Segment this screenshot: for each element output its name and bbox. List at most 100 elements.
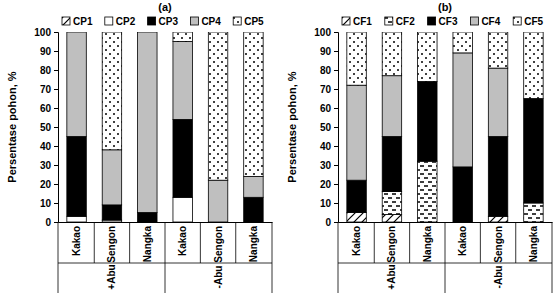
tick: Nangka xyxy=(422,222,433,262)
tick: 70 xyxy=(320,84,338,95)
legend-swatch xyxy=(62,17,70,25)
tick: 80 xyxy=(40,65,58,76)
tick-label: 0 xyxy=(45,217,51,228)
panel: (b)CF1CF2CF3CF4CF50102030405060708090100… xyxy=(286,1,553,293)
tick-label: 100 xyxy=(314,27,331,38)
bar-segment xyxy=(524,203,543,222)
tick-label: Nangka xyxy=(248,226,259,263)
tick-label: Nangka xyxy=(142,226,153,263)
tick: 100 xyxy=(34,27,58,38)
x-axis: KakaoSengonNangkaKakaoSengonNangka xyxy=(59,222,273,263)
tick-label: Sengon xyxy=(106,226,117,263)
axis-line xyxy=(54,33,59,223)
tick-label: 40 xyxy=(320,141,332,152)
tick: 100 xyxy=(314,27,338,38)
y-axis: 0102030405060708090100 xyxy=(314,27,338,228)
tick-label: Sengon xyxy=(493,226,504,263)
tick-label: 60 xyxy=(320,103,332,114)
tick: 30 xyxy=(40,160,58,171)
bar-segment xyxy=(347,32,366,85)
bar-segment xyxy=(453,53,472,167)
bar-segment xyxy=(488,216,507,222)
bar-segment xyxy=(488,137,507,217)
separator xyxy=(272,222,273,293)
tick: 30 xyxy=(320,160,338,171)
bar-segment xyxy=(102,32,121,150)
bar-segment xyxy=(244,197,263,222)
separator xyxy=(445,222,446,293)
tick-label: Sengon xyxy=(386,226,397,263)
y-axis-label: Persentase pohon, % xyxy=(286,71,298,182)
tick-mark xyxy=(54,51,58,52)
separator xyxy=(374,222,375,263)
tick: Nangka xyxy=(142,222,153,262)
tick-label: 10 xyxy=(40,198,52,209)
bar-segment xyxy=(382,214,401,222)
separator xyxy=(235,222,236,263)
tick-mark xyxy=(54,70,58,71)
tick: Nangka xyxy=(528,222,539,262)
axis-line xyxy=(334,33,339,223)
bar-segment xyxy=(102,205,121,220)
tick-mark xyxy=(334,108,338,109)
legend-label: CF4 xyxy=(481,16,500,27)
separator xyxy=(480,222,481,263)
separator xyxy=(338,263,552,264)
separator xyxy=(58,263,272,264)
tick-mark xyxy=(54,108,58,109)
group-label: -Abu xyxy=(213,266,224,289)
tick-mark xyxy=(54,127,58,128)
tick: Kakao xyxy=(177,222,188,256)
axis-line xyxy=(59,222,273,223)
tick-mark xyxy=(334,184,338,185)
bar-segment xyxy=(418,32,437,81)
bar-segment xyxy=(488,32,507,68)
y-axis-label: Persentase pohon, % xyxy=(6,71,18,182)
tick: 20 xyxy=(320,179,338,190)
separator xyxy=(200,222,201,263)
tick: 90 xyxy=(320,46,338,57)
bar-segment xyxy=(347,180,366,212)
separator xyxy=(129,222,130,263)
tick-label: 40 xyxy=(40,141,52,152)
tick: Nangka xyxy=(248,222,259,262)
separator xyxy=(409,222,410,263)
tick-mark xyxy=(334,146,338,147)
tick: 0 xyxy=(45,217,58,228)
figure: (a)CP1CP2CP3CP4CP50102030405060708090100… xyxy=(0,0,559,293)
tick: 50 xyxy=(40,122,58,133)
legend-swatch xyxy=(385,17,393,25)
tick-mark xyxy=(334,89,338,90)
legend: CF1CF2CF3CF4CF5 xyxy=(342,16,544,27)
tick-label: 90 xyxy=(320,46,332,57)
legend-swatch xyxy=(513,17,521,25)
tick-label: Nangka xyxy=(422,226,433,263)
x-axis: Kakao Sengon Nangka Kakao Sengon Nangka xyxy=(339,222,553,263)
tick: Sengon xyxy=(386,222,397,263)
legend-label: CF2 xyxy=(396,16,415,27)
axis-line xyxy=(339,222,553,223)
tick-label: 10 xyxy=(320,198,332,209)
y-axis: 0102030405060708090100 xyxy=(34,27,58,228)
tick-mark xyxy=(334,51,338,52)
legend-label: CP1 xyxy=(73,16,93,27)
separator xyxy=(165,222,166,293)
tick-mark xyxy=(334,203,338,204)
tick-label: 80 xyxy=(320,65,332,76)
tick-label: 0 xyxy=(325,217,331,228)
tick-label: Kakao xyxy=(457,226,468,256)
bar-segment xyxy=(138,32,157,33)
tick: 60 xyxy=(320,103,338,114)
tick-label: 80 xyxy=(40,65,52,76)
bar-segment xyxy=(347,85,366,180)
bar-segment xyxy=(244,32,263,176)
bars xyxy=(347,32,543,222)
bar-segment xyxy=(67,32,86,137)
bar-segment xyxy=(382,32,401,76)
bar-segment xyxy=(244,176,263,197)
bar-segment xyxy=(524,99,543,204)
tick: 0 xyxy=(325,217,338,228)
bar-segment xyxy=(173,32,192,42)
tick-mark xyxy=(54,89,58,90)
tick-label: Kakao xyxy=(351,226,362,256)
